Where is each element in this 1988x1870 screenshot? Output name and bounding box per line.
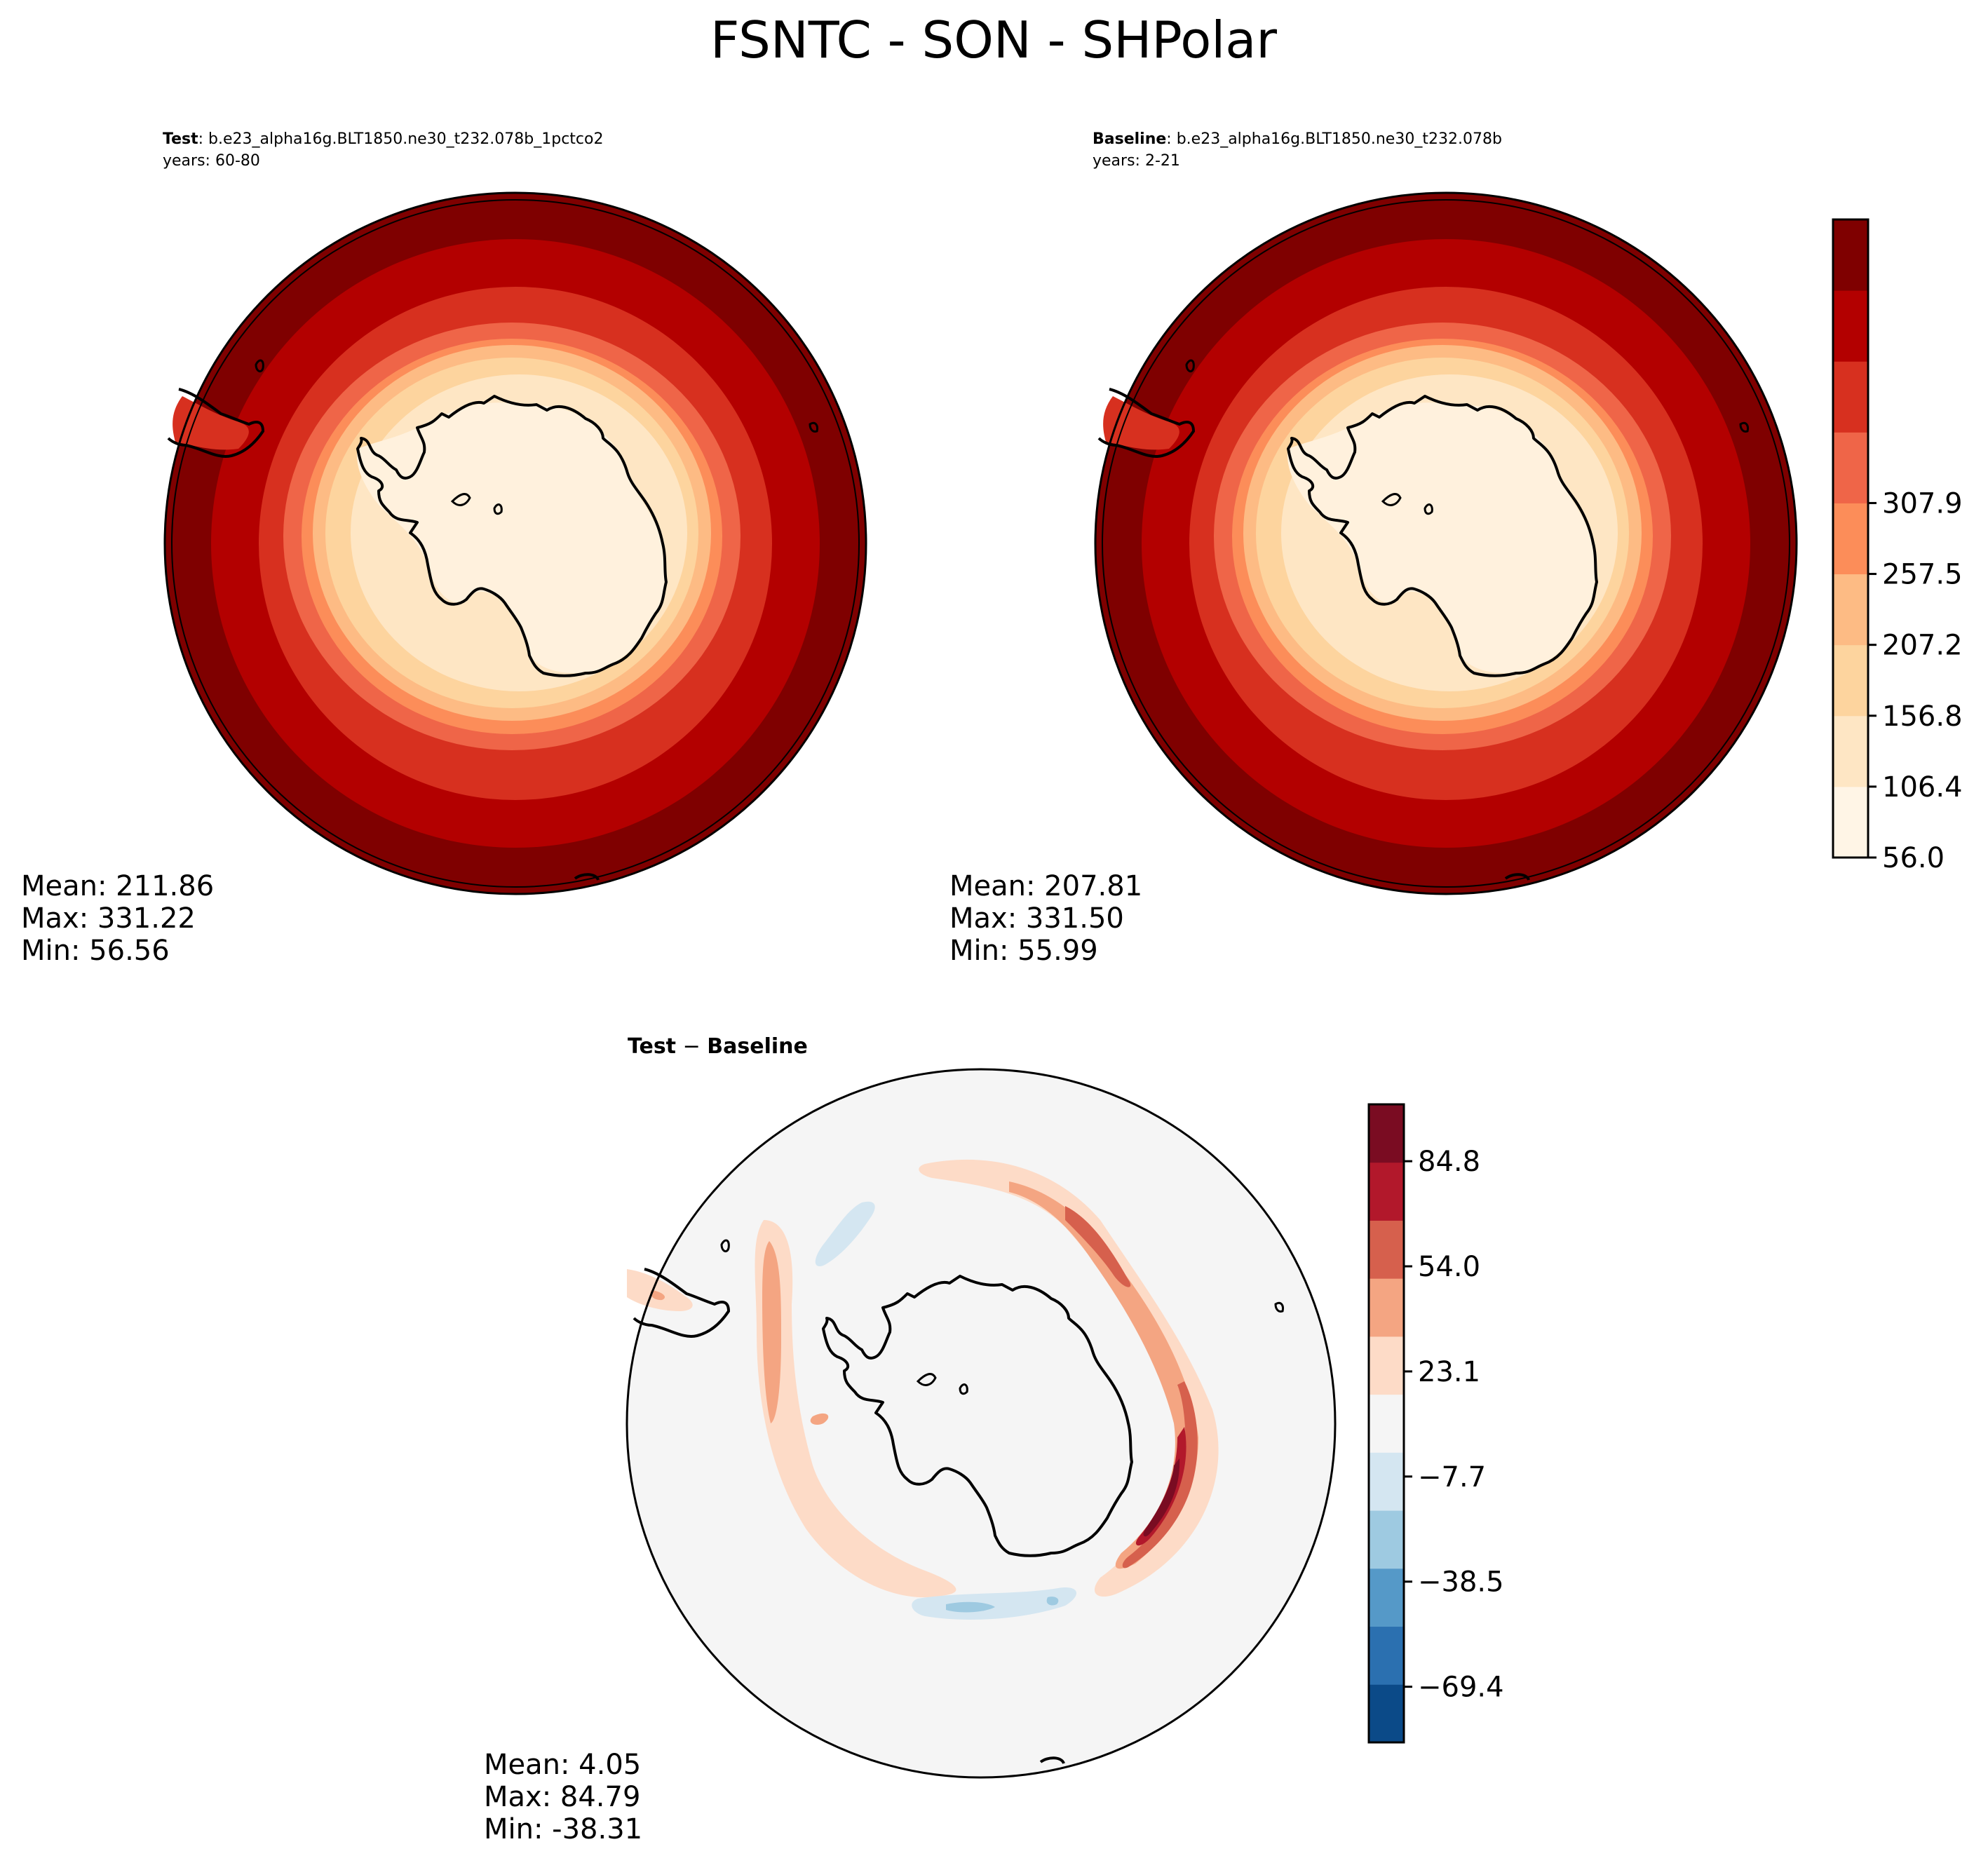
colorbar-tick-label: 156.8 [1882,700,1963,733]
colorbar-tick-label: 23.1 [1418,1356,1480,1388]
diff-panel: Test − Baseline [484,1034,1337,1845]
test-panel: Test: b.e23_alpha16g.BLT1850.ne30_t232.0… [21,130,867,967]
baseline-mean: Mean: 207.81 [949,870,1142,902]
baseline-max: Max: 331.50 [949,902,1124,935]
baseline-polar-map [1094,191,1798,895]
diff-label-test: Test [628,1034,676,1059]
colorbar-segment [1369,1162,1404,1221]
baseline-panel: Baseline: b.e23_alpha16g.BLT1850.ne30_t2… [949,130,1798,967]
colorbar-segment [1833,503,1868,575]
diff-max: Max: 84.79 [484,1781,640,1813]
diff-min: Min: -38.31 [484,1813,642,1845]
colorbar-segment [1369,1510,1404,1569]
colorbar-frame [1367,1103,1405,1744]
diff-label-baseline: Baseline [707,1034,808,1059]
colorbar-segment [1833,786,1868,858]
colorbar-segment [1369,1336,1404,1395]
diff-polar-map [626,1068,1337,1779]
colorbar-segment [1833,290,1868,362]
diff-colorbar: −69.4 −38.5 −7.7 23.1 54.0 84.8 [1367,1103,1504,1744]
colorbar-segment [1833,574,1868,646]
colorbar-segment [1369,1568,1404,1627]
test-mean: Mean: 211.86 [21,870,214,902]
colorbar-tick-label: 307.9 [1882,487,1963,520]
colorbar-tick-label: −38.5 [1418,1566,1504,1599]
colorbar-segment [1369,1452,1404,1511]
colorbar-segment [1833,715,1868,787]
main-colorbar: 56.0 106.4 156.8 207.2 257.5 307.9 [1832,218,1963,874]
colorbar-tick-label: −7.7 [1418,1461,1486,1493]
colorbar-frame [1832,218,1869,859]
test-years: years: 60-80 [163,152,260,170]
baseline-min: Min: 55.99 [949,935,1098,967]
colorbar-segment [1369,1220,1404,1279]
diff-panel-title: Test − Baseline [628,1034,808,1059]
colorbar-tick-label: −69.4 [1418,1672,1504,1704]
colorbar-segment [1369,1394,1404,1453]
baseline-years: years: 2-21 [1093,152,1180,170]
colorbar-segment [1369,1626,1404,1685]
baseline-label: Baseline [1093,130,1166,148]
diff-label-minus: − [676,1034,707,1059]
colorbar-tick-label: 54.0 [1418,1251,1480,1283]
colorbar-segment [1833,361,1868,433]
colorbar-tick-label: 84.8 [1418,1146,1480,1178]
colorbar-segment [1833,219,1868,291]
colorbar-segment [1833,644,1868,717]
colorbar-segment [1369,1278,1404,1337]
figure-title: FSNTC - SON - SHPolar [710,11,1277,69]
diff-mean: Mean: 4.05 [484,1749,641,1781]
colorbar-segment [1833,432,1868,503]
baseline-panel-title: Baseline: b.e23_alpha16g.BLT1850.ne30_t2… [1093,130,1502,148]
test-max: Max: 331.22 [21,902,196,935]
test-polar-map [163,191,867,895]
colorbar-tick-label: 257.5 [1882,559,1963,591]
colorbar-tick-label: 106.4 [1882,771,1963,804]
colorbar-segment [1369,1104,1404,1163]
colorbar-segment [1369,1684,1404,1743]
test-panel-title: Test: b.e23_alpha16g.BLT1850.ne30_t232.0… [163,130,603,148]
test-case-name: : b.e23_alpha16g.BLT1850.ne30_t232.078b_… [198,130,604,148]
test-label: Test [163,130,198,148]
baseline-case-name: : b.e23_alpha16g.BLT1850.ne30_t232.078b [1166,130,1502,148]
test-min: Min: 56.56 [21,935,170,967]
colorbar-tick-label: 56.0 [1882,842,1945,874]
colorbar-tick-label: 207.2 [1882,630,1963,662]
